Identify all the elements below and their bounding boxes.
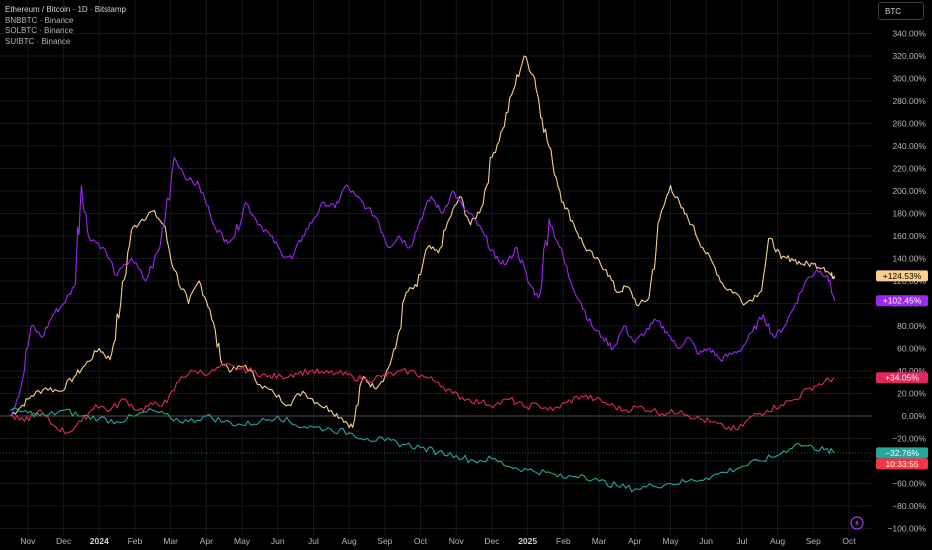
- x-tick-label: Apr: [200, 536, 213, 546]
- x-tick-label: 2025: [518, 536, 537, 546]
- last-value-label: −32.76%: [885, 448, 919, 458]
- chart-legend: Ethereum / Bitcoin · 1D · Bitstamp BNBBT…: [5, 5, 126, 47]
- timer-tag: [876, 458, 928, 470]
- grid-lines: [0, 0, 872, 536]
- series-line-2: [9, 363, 835, 434]
- y-axis: 340.00% 320.00% 300.00% 280.00% 260.00% 240.0…: [887, 29, 926, 534]
- x-tick-label: Jul: [308, 536, 319, 546]
- x-tick-label: Oct: [414, 536, 428, 546]
- x-tick-label: Nov: [20, 536, 36, 546]
- y-tick-label: 220.00%: [892, 164, 926, 174]
- y-tick-label: 300.00%: [892, 74, 926, 84]
- y-tick-label: 20.00%: [897, 389, 926, 399]
- series-line-1: [9, 156, 836, 417]
- y-tick-label: 340.00%: [892, 29, 926, 39]
- last-value-label: +102.45%: [883, 296, 922, 306]
- timer-label: 10:33:55: [885, 459, 918, 469]
- last-value-tags: +124.53% +102.45% +34.05% −32.76%10:33:55: [876, 270, 928, 470]
- x-tick-label: May: [662, 536, 679, 546]
- x-tick-label: Oct: [842, 536, 856, 546]
- x-tick-label: Feb: [128, 536, 143, 546]
- y-tick-label: 280.00%: [892, 96, 926, 106]
- x-tick-label: 2024: [90, 536, 109, 546]
- y-tick-label: 80.00%: [897, 321, 926, 331]
- y-tick-label: 60.00%: [897, 344, 926, 354]
- y-tick-label: −80.00%: [892, 501, 926, 511]
- series-line-3: [9, 407, 836, 493]
- y-tick-label: 180.00%: [892, 209, 926, 219]
- y-tick-label: 260.00%: [892, 119, 926, 129]
- legend-item-suibtc[interactable]: SUIBTC · Binance: [5, 36, 71, 46]
- y-tick-label: 160.00%: [892, 231, 926, 241]
- y-tick-label: 40.00%: [897, 366, 926, 376]
- legend-item-solbtc[interactable]: SOLBTC · Binance: [5, 26, 74, 35]
- x-axis: Nov Dec 2024 Feb Mar Apr May Jun Jul Aug Sep Oct Nov…: [20, 536, 856, 546]
- x-tick-label: Mar: [592, 536, 607, 546]
- x-tick-label: Sep: [377, 536, 392, 546]
- x-tick-label: Jul: [736, 536, 747, 546]
- legend-title[interactable]: Ethereum / Bitcoin · 1D · Bitstamp: [5, 5, 126, 14]
- last-value-tag: [876, 295, 928, 307]
- currency-button[interactable]: BTC: [878, 2, 924, 20]
- last-value-tag: [876, 447, 928, 459]
- series-lines: [9, 55, 836, 493]
- x-tick-label: Aug: [770, 536, 785, 546]
- y-tick-label: −100.00%: [887, 524, 926, 534]
- series-line-0: [9, 55, 836, 429]
- y-tick-label: −60.00%: [892, 479, 926, 489]
- x-tick-label: Nov: [449, 536, 465, 546]
- y-tick-label: −20.00%: [892, 434, 926, 444]
- legend-item-bnbbtc[interactable]: BNBBTC · Binance: [5, 15, 74, 25]
- x-tick-label: Aug: [342, 536, 357, 546]
- last-value-tag: [876, 270, 928, 282]
- y-tick-label: 140.00%: [892, 254, 926, 264]
- y-tick-label: 240.00%: [892, 141, 926, 151]
- x-tick-label: Jun: [271, 536, 285, 546]
- x-tick-label: Apr: [628, 536, 641, 546]
- tradingview-logo-icon[interactable]: [850, 516, 864, 530]
- x-tick-label: Mar: [163, 536, 178, 546]
- x-tick-label: Jun: [699, 536, 713, 546]
- x-tick-label: Sep: [806, 536, 821, 546]
- y-tick-label: 320.00%: [892, 51, 926, 61]
- x-tick-label: Feb: [556, 536, 571, 546]
- last-value-label: +124.53%: [883, 271, 922, 281]
- x-tick-label: Dec: [484, 536, 500, 546]
- y-tick-label: 0.00%: [902, 411, 927, 421]
- last-value-tag: [876, 372, 928, 384]
- last-value-label: +34.05%: [885, 373, 919, 383]
- x-tick-label: May: [234, 536, 251, 546]
- y-tick-label: 200.00%: [892, 186, 926, 196]
- x-tick-label: Dec: [56, 536, 72, 546]
